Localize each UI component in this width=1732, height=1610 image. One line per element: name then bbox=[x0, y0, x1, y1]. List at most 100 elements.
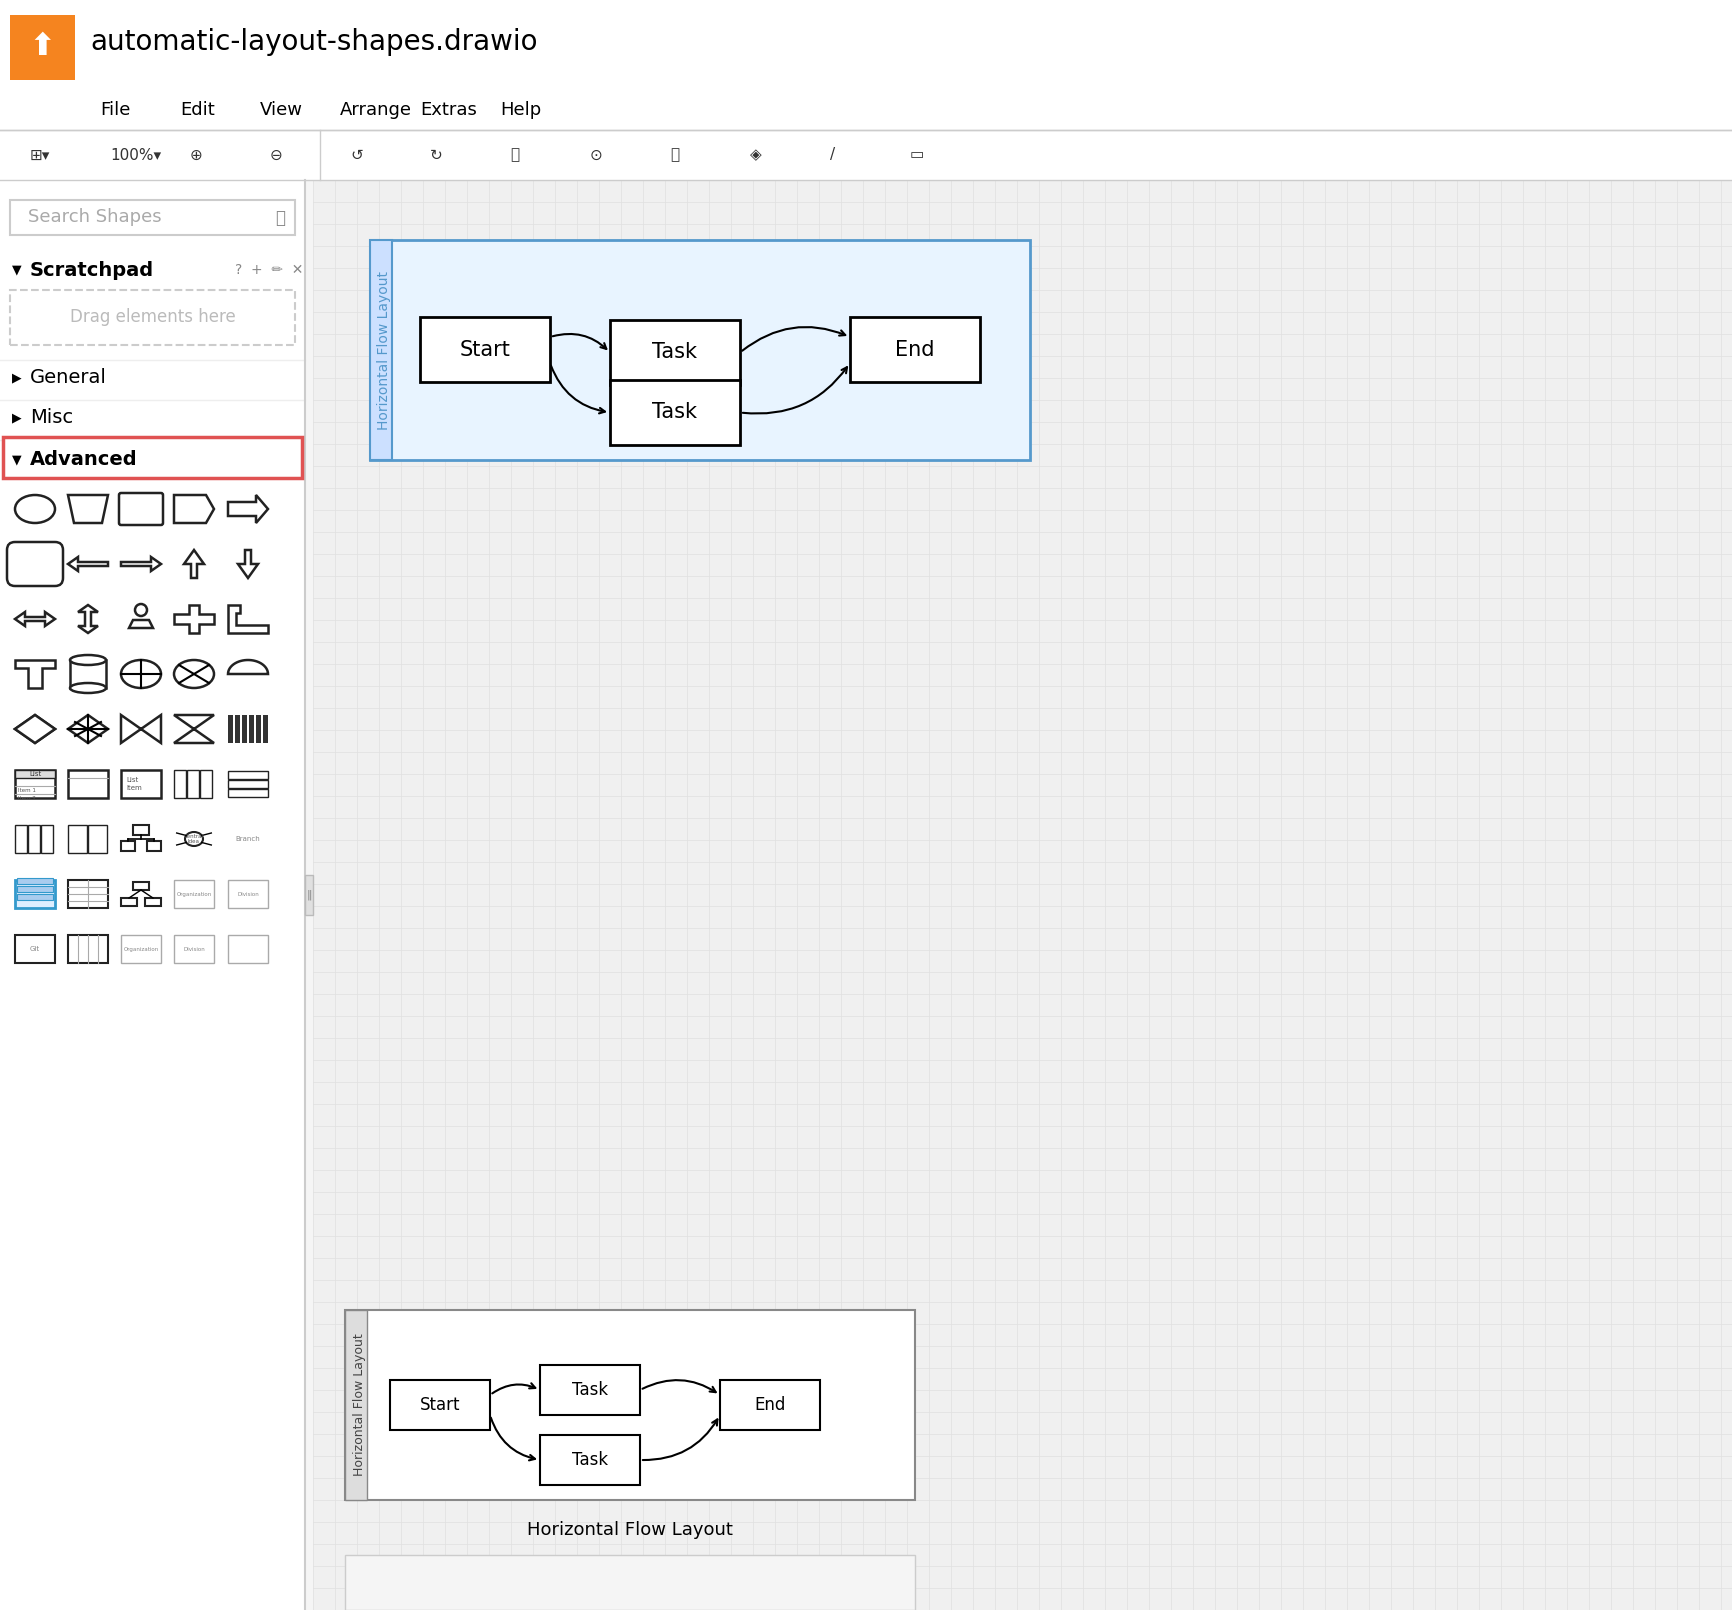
Bar bbox=[42, 824, 54, 853]
Bar bbox=[371, 240, 1031, 460]
Text: Extras: Extras bbox=[419, 101, 476, 119]
Text: Organization: Organization bbox=[177, 892, 211, 897]
Bar bbox=[68, 881, 107, 908]
Text: Misc: Misc bbox=[29, 407, 73, 427]
Text: ⊖: ⊖ bbox=[270, 148, 282, 163]
Text: ⊞▾: ⊞▾ bbox=[29, 148, 50, 163]
Bar bbox=[17, 877, 54, 884]
Ellipse shape bbox=[69, 655, 106, 665]
Text: ▭: ▭ bbox=[909, 148, 925, 163]
Bar bbox=[10, 200, 294, 235]
Text: ⧉: ⧉ bbox=[670, 148, 679, 163]
Text: Central
Idea: Central Idea bbox=[184, 834, 204, 844]
Polygon shape bbox=[121, 557, 161, 572]
Polygon shape bbox=[173, 494, 215, 523]
Text: 🔍: 🔍 bbox=[275, 209, 286, 227]
Text: ⊕: ⊕ bbox=[191, 148, 203, 163]
Text: Division: Division bbox=[237, 892, 258, 897]
Bar bbox=[540, 1365, 641, 1415]
Bar bbox=[145, 898, 161, 906]
Bar bbox=[256, 715, 262, 742]
Polygon shape bbox=[229, 605, 268, 633]
Bar bbox=[147, 840, 161, 852]
Text: Git: Git bbox=[29, 947, 40, 952]
Ellipse shape bbox=[69, 683, 106, 692]
Bar bbox=[16, 935, 55, 963]
Ellipse shape bbox=[135, 604, 147, 617]
Text: 100%▾: 100%▾ bbox=[111, 148, 161, 163]
Bar bbox=[229, 715, 234, 742]
Text: Scratchpad: Scratchpad bbox=[29, 261, 154, 280]
Bar bbox=[229, 771, 268, 779]
Bar bbox=[249, 715, 255, 742]
Text: ▶: ▶ bbox=[12, 411, 21, 423]
Text: ↻: ↻ bbox=[430, 148, 443, 163]
Bar bbox=[121, 935, 161, 963]
Bar bbox=[610, 380, 740, 444]
Bar bbox=[263, 715, 268, 742]
Text: automatic-layout-shapes.drawio: automatic-layout-shapes.drawio bbox=[90, 27, 537, 56]
Text: 🗑: 🗑 bbox=[509, 148, 520, 163]
Bar bbox=[0, 180, 305, 1610]
Bar bbox=[313, 180, 1732, 1610]
Text: Task: Task bbox=[572, 1451, 608, 1468]
Polygon shape bbox=[128, 620, 152, 628]
Bar bbox=[121, 770, 161, 799]
Bar bbox=[16, 824, 28, 853]
Text: Horizontal Flow Layout: Horizontal Flow Layout bbox=[527, 1521, 733, 1539]
Bar bbox=[390, 1380, 490, 1430]
Bar bbox=[17, 894, 54, 900]
Ellipse shape bbox=[16, 494, 55, 523]
Text: Help: Help bbox=[501, 101, 540, 119]
Text: View: View bbox=[260, 101, 303, 119]
Bar bbox=[68, 824, 87, 853]
Bar bbox=[28, 824, 40, 853]
Bar bbox=[10, 290, 294, 345]
Bar bbox=[0, 0, 1732, 90]
Text: Arrange: Arrange bbox=[339, 101, 412, 119]
Text: General: General bbox=[29, 369, 107, 386]
Bar bbox=[69, 660, 106, 687]
Bar bbox=[419, 317, 551, 383]
Text: ▼: ▼ bbox=[12, 452, 21, 465]
Bar bbox=[229, 935, 268, 963]
Text: ⬆: ⬆ bbox=[29, 32, 55, 61]
Bar bbox=[16, 881, 55, 908]
Text: List: List bbox=[29, 771, 42, 778]
Text: Task: Task bbox=[653, 343, 698, 362]
Text: Branch: Branch bbox=[236, 836, 260, 842]
Text: Advanced: Advanced bbox=[29, 451, 137, 469]
Polygon shape bbox=[173, 715, 215, 742]
Text: ▼: ▼ bbox=[12, 264, 21, 277]
Polygon shape bbox=[16, 715, 55, 742]
Text: ◈: ◈ bbox=[750, 148, 762, 163]
Bar bbox=[10, 14, 74, 80]
Text: ?  +  ✏  ✕: ? + ✏ ✕ bbox=[236, 262, 303, 277]
FancyBboxPatch shape bbox=[120, 493, 163, 525]
Polygon shape bbox=[78, 605, 99, 633]
Text: Organization: Organization bbox=[123, 947, 159, 952]
Bar bbox=[133, 882, 149, 890]
Bar bbox=[0, 130, 1732, 180]
Text: ↺: ↺ bbox=[350, 148, 362, 163]
Text: Task: Task bbox=[653, 402, 698, 422]
Polygon shape bbox=[229, 660, 268, 675]
Text: /: / bbox=[830, 148, 835, 163]
Bar bbox=[305, 874, 313, 914]
Bar bbox=[0, 90, 1732, 130]
Bar bbox=[121, 898, 137, 906]
Bar bbox=[345, 1311, 367, 1501]
Bar bbox=[345, 1311, 914, 1501]
Text: ▶: ▶ bbox=[12, 370, 21, 385]
Bar bbox=[229, 779, 268, 787]
Bar bbox=[236, 715, 241, 742]
Text: End: End bbox=[755, 1396, 786, 1414]
Bar bbox=[16, 770, 55, 799]
Text: Search Shapes: Search Shapes bbox=[28, 209, 161, 227]
Bar bbox=[371, 240, 391, 460]
Text: End: End bbox=[895, 340, 935, 361]
Polygon shape bbox=[184, 551, 204, 578]
Bar bbox=[850, 317, 980, 383]
Text: Start: Start bbox=[419, 1396, 461, 1414]
Polygon shape bbox=[16, 660, 55, 687]
